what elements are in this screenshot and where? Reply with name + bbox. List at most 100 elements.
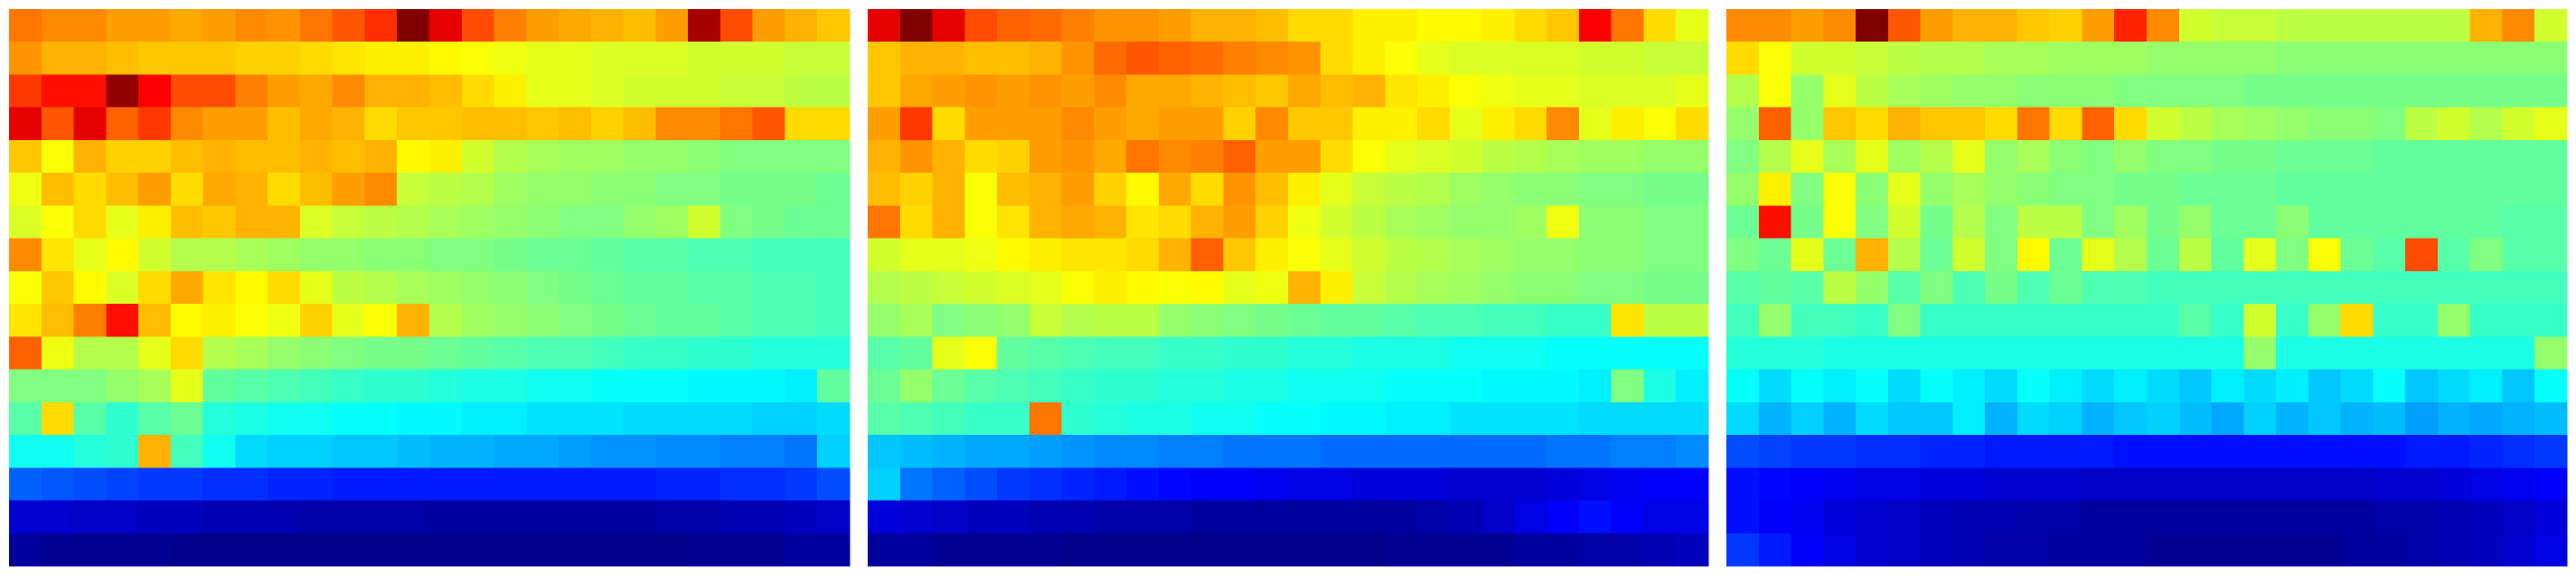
- heatmap-cell: [2534, 270, 2568, 305]
- heatmap-cell: [1514, 270, 1547, 305]
- heatmap-cell: [2405, 173, 2439, 207]
- heatmap-cell: [2469, 533, 2504, 567]
- heatmap-cell: [1823, 74, 1857, 108]
- heatmap-cell: [1547, 500, 1580, 534]
- heatmap-cell: [2017, 533, 2051, 567]
- heatmap-cell: [494, 139, 527, 174]
- heatmap-cell: [1758, 401, 1792, 436]
- heatmap-cell: [655, 270, 689, 305]
- heatmap-cell: [2114, 238, 2148, 272]
- heatmap-cell: [932, 205, 965, 240]
- heatmap-cell: [2276, 500, 2309, 534]
- heatmap-cell: [2082, 304, 2115, 337]
- heatmap-cell: [997, 336, 1030, 371]
- heatmap-cell: [299, 467, 334, 502]
- heatmap-cell: [2308, 435, 2342, 468]
- heatmap-cell: [752, 9, 786, 42]
- heatmap-cell: [623, 270, 656, 305]
- heatmap-cell: [2211, 107, 2244, 141]
- heatmap-cell: [429, 42, 463, 76]
- heatmap-cell: [2276, 205, 2309, 240]
- heatmap-cell: [559, 173, 592, 207]
- heatmap-cell: [655, 401, 689, 436]
- heatmap-cell: [932, 270, 965, 305]
- heatmap-cell: [1158, 238, 1192, 272]
- heatmap-cell: [2211, 401, 2244, 436]
- heatmap-cell: [9, 435, 42, 468]
- heatmap-cell: [2211, 336, 2244, 371]
- heatmap-cell: [785, 139, 818, 174]
- heatmap-cell: [1856, 270, 1889, 305]
- heatmap-cell: [1449, 467, 1483, 502]
- heatmap-cell: [785, 435, 818, 468]
- heatmap-cell: [2469, 139, 2504, 174]
- heatmap-cell: [817, 435, 851, 468]
- heatmap-cell: [1791, 270, 1824, 305]
- heatmap-cell: [106, 304, 139, 337]
- heatmap-cell: [2114, 500, 2148, 534]
- heatmap-cell: [73, 9, 107, 42]
- heatmap-cell: [1352, 238, 1386, 272]
- heatmap-cell: [2437, 500, 2471, 534]
- heatmap-cell: [461, 205, 495, 240]
- heatmap-cell: [1094, 107, 1127, 141]
- heatmap-cell: [899, 139, 934, 174]
- heatmap-cell: [268, 205, 301, 240]
- heatmap-cell: [1190, 42, 1225, 76]
- heatmap-cell: [1726, 467, 1760, 502]
- heatmap-cell: [2534, 173, 2568, 207]
- heatmap-cell: [752, 467, 786, 502]
- heatmap-cell: [1791, 467, 1824, 502]
- heatmap-cell: [2243, 369, 2277, 403]
- heatmap-cell: [688, 533, 721, 567]
- heatmap-cell: [1029, 467, 1063, 502]
- heatmap-cell: [1417, 500, 1451, 534]
- heatmap-cell: [1758, 270, 1792, 305]
- heatmap-cell: [397, 500, 430, 534]
- heatmap-cell: [590, 435, 625, 468]
- heatmap-cell: [429, 500, 463, 534]
- heatmap-cell: [1352, 42, 1386, 76]
- heatmap-cell: [2437, 369, 2471, 403]
- heatmap-cell: [170, 270, 204, 305]
- heatmap-cell: [429, 369, 463, 403]
- heatmap-cell: [526, 270, 559, 305]
- heatmap-cell: [964, 173, 998, 207]
- heatmap-cell: [9, 304, 42, 337]
- heatmap-cell: [1449, 107, 1483, 141]
- heatmap-cell: [429, 533, 463, 567]
- heatmap-cell: [1547, 173, 1580, 207]
- heatmap-cell: [817, 304, 851, 337]
- heatmap-cell: [1449, 500, 1483, 534]
- heatmap-cell: [623, 74, 656, 108]
- heatmap-cell: [1952, 139, 1986, 174]
- heatmap-cell: [1352, 270, 1386, 305]
- heatmap-cell: [73, 500, 107, 534]
- heatmap-cell: [1920, 9, 1953, 42]
- heatmap-cell: [1578, 205, 1612, 240]
- heatmap-cell: [1352, 107, 1386, 141]
- heatmap-cell: [397, 139, 430, 174]
- heatmap-cell: [590, 467, 625, 502]
- heatmap-cell: [73, 270, 107, 305]
- heatmap-cell: [1952, 500, 1986, 534]
- heatmap-cell: [1126, 336, 1160, 371]
- heatmap-cell: [73, 401, 107, 436]
- heatmap-cell: [752, 205, 786, 240]
- heatmap-cell: [1758, 238, 1792, 272]
- heatmap-cell: [1481, 336, 1515, 371]
- heatmap-cell: [2340, 9, 2374, 42]
- heatmap-cell: [2308, 238, 2342, 272]
- heatmap-cell: [235, 42, 268, 76]
- heatmap-cell: [138, 467, 172, 502]
- heatmap-cell: [235, 107, 268, 141]
- heatmap-cell: [590, 238, 625, 272]
- heatmap-cell: [1643, 270, 1677, 305]
- heatmap-cell: [899, 270, 934, 305]
- heatmap-cell: [1417, 74, 1451, 108]
- heatmap-cell: [1611, 467, 1645, 502]
- heatmap-cell: [2276, 107, 2309, 141]
- heatmap-cell: [1223, 467, 1256, 502]
- heatmap-cell: [2178, 304, 2213, 337]
- heatmap-cell: [332, 74, 366, 108]
